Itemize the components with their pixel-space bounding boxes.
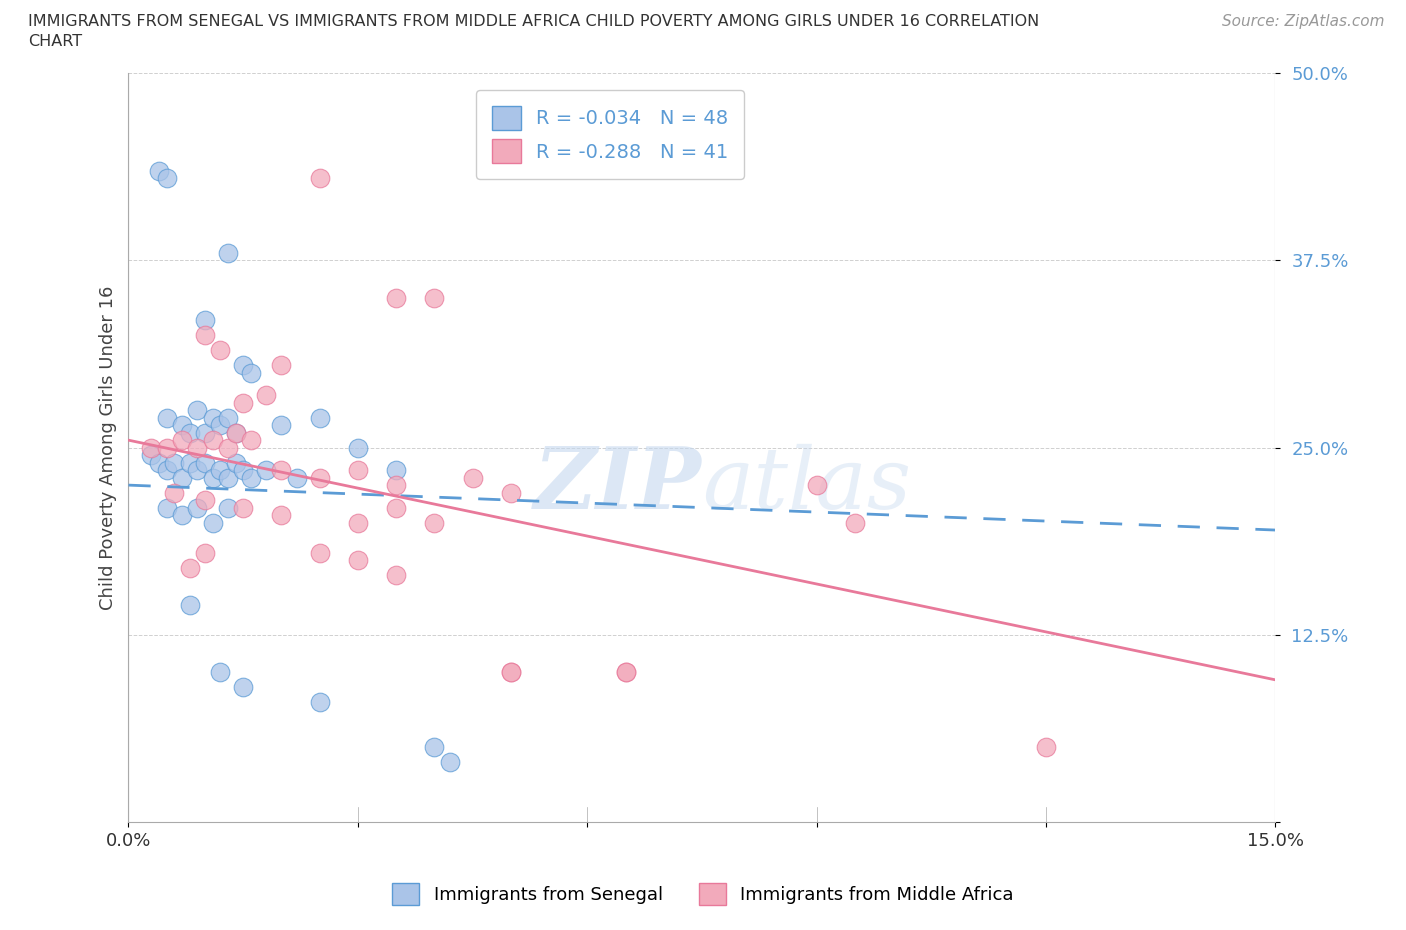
Point bbox=[385, 478, 408, 493]
Point bbox=[239, 432, 262, 447]
Point bbox=[201, 432, 224, 447]
Point bbox=[186, 500, 208, 515]
Point bbox=[806, 478, 828, 493]
Point bbox=[163, 485, 186, 500]
Point bbox=[844, 515, 866, 530]
Point bbox=[347, 515, 370, 530]
Point bbox=[141, 440, 163, 455]
Point bbox=[156, 170, 179, 185]
Point bbox=[201, 410, 224, 425]
Point bbox=[239, 471, 262, 485]
Text: Source: ZipAtlas.com: Source: ZipAtlas.com bbox=[1222, 14, 1385, 29]
Point bbox=[423, 515, 446, 530]
Point bbox=[239, 365, 262, 380]
Point bbox=[499, 665, 522, 680]
Point bbox=[385, 290, 408, 305]
Point bbox=[148, 455, 170, 470]
Point bbox=[308, 545, 330, 560]
Point bbox=[232, 358, 254, 373]
Point bbox=[194, 545, 217, 560]
Point bbox=[217, 500, 239, 515]
Point bbox=[347, 552, 370, 567]
Point bbox=[217, 471, 239, 485]
Point bbox=[232, 463, 254, 478]
Point bbox=[156, 463, 179, 478]
Point bbox=[225, 425, 247, 440]
Point bbox=[254, 463, 277, 478]
Point bbox=[194, 455, 217, 470]
Point bbox=[423, 290, 446, 305]
Text: atlas: atlas bbox=[702, 444, 911, 526]
Point bbox=[614, 665, 637, 680]
Point bbox=[461, 471, 484, 485]
Text: CHART: CHART bbox=[28, 34, 82, 49]
Point bbox=[423, 740, 446, 755]
Point bbox=[347, 463, 370, 478]
Point bbox=[179, 425, 201, 440]
Point bbox=[141, 447, 163, 462]
Point bbox=[1035, 740, 1057, 755]
Y-axis label: Child Poverty Among Girls Under 16: Child Poverty Among Girls Under 16 bbox=[100, 286, 117, 610]
Point bbox=[209, 343, 232, 358]
Point bbox=[170, 432, 193, 447]
Point bbox=[232, 680, 254, 695]
Point bbox=[347, 440, 370, 455]
Point bbox=[209, 418, 232, 432]
Point bbox=[308, 170, 330, 185]
Point bbox=[225, 425, 247, 440]
Point bbox=[194, 425, 217, 440]
Point bbox=[156, 410, 179, 425]
Point bbox=[217, 410, 239, 425]
Point bbox=[499, 665, 522, 680]
Point bbox=[148, 163, 170, 178]
Point bbox=[156, 440, 179, 455]
Point bbox=[170, 418, 193, 432]
Point bbox=[308, 471, 330, 485]
Point bbox=[209, 463, 232, 478]
Point bbox=[285, 471, 308, 485]
Point bbox=[179, 597, 201, 612]
Point bbox=[170, 508, 193, 523]
Point bbox=[217, 440, 239, 455]
Point bbox=[194, 312, 217, 327]
Point bbox=[270, 463, 292, 478]
Point bbox=[186, 463, 208, 478]
Point bbox=[194, 493, 217, 508]
Point bbox=[194, 328, 217, 343]
Point bbox=[614, 665, 637, 680]
Legend: R = -0.034   N = 48, R = -0.288   N = 41: R = -0.034 N = 48, R = -0.288 N = 41 bbox=[477, 90, 744, 179]
Point bbox=[179, 560, 201, 575]
Point bbox=[170, 471, 193, 485]
Point bbox=[385, 463, 408, 478]
Point bbox=[270, 508, 292, 523]
Point bbox=[209, 665, 232, 680]
Text: ZIP: ZIP bbox=[534, 444, 702, 527]
Point bbox=[201, 515, 224, 530]
Point bbox=[254, 388, 277, 403]
Point bbox=[156, 500, 179, 515]
Text: IMMIGRANTS FROM SENEGAL VS IMMIGRANTS FROM MIDDLE AFRICA CHILD POVERTY AMONG GIR: IMMIGRANTS FROM SENEGAL VS IMMIGRANTS FR… bbox=[28, 14, 1039, 29]
Point bbox=[225, 455, 247, 470]
Point bbox=[270, 418, 292, 432]
Point bbox=[385, 500, 408, 515]
Legend: Immigrants from Senegal, Immigrants from Middle Africa: Immigrants from Senegal, Immigrants from… bbox=[381, 872, 1025, 916]
Point bbox=[270, 358, 292, 373]
Point bbox=[385, 567, 408, 582]
Point bbox=[439, 755, 461, 770]
Point bbox=[499, 485, 522, 500]
Point bbox=[179, 455, 201, 470]
Point bbox=[308, 695, 330, 710]
Point bbox=[232, 500, 254, 515]
Point bbox=[186, 403, 208, 418]
Point bbox=[186, 440, 208, 455]
Point bbox=[201, 471, 224, 485]
Point bbox=[217, 246, 239, 260]
Point bbox=[163, 455, 186, 470]
Point bbox=[308, 410, 330, 425]
Point bbox=[232, 395, 254, 410]
